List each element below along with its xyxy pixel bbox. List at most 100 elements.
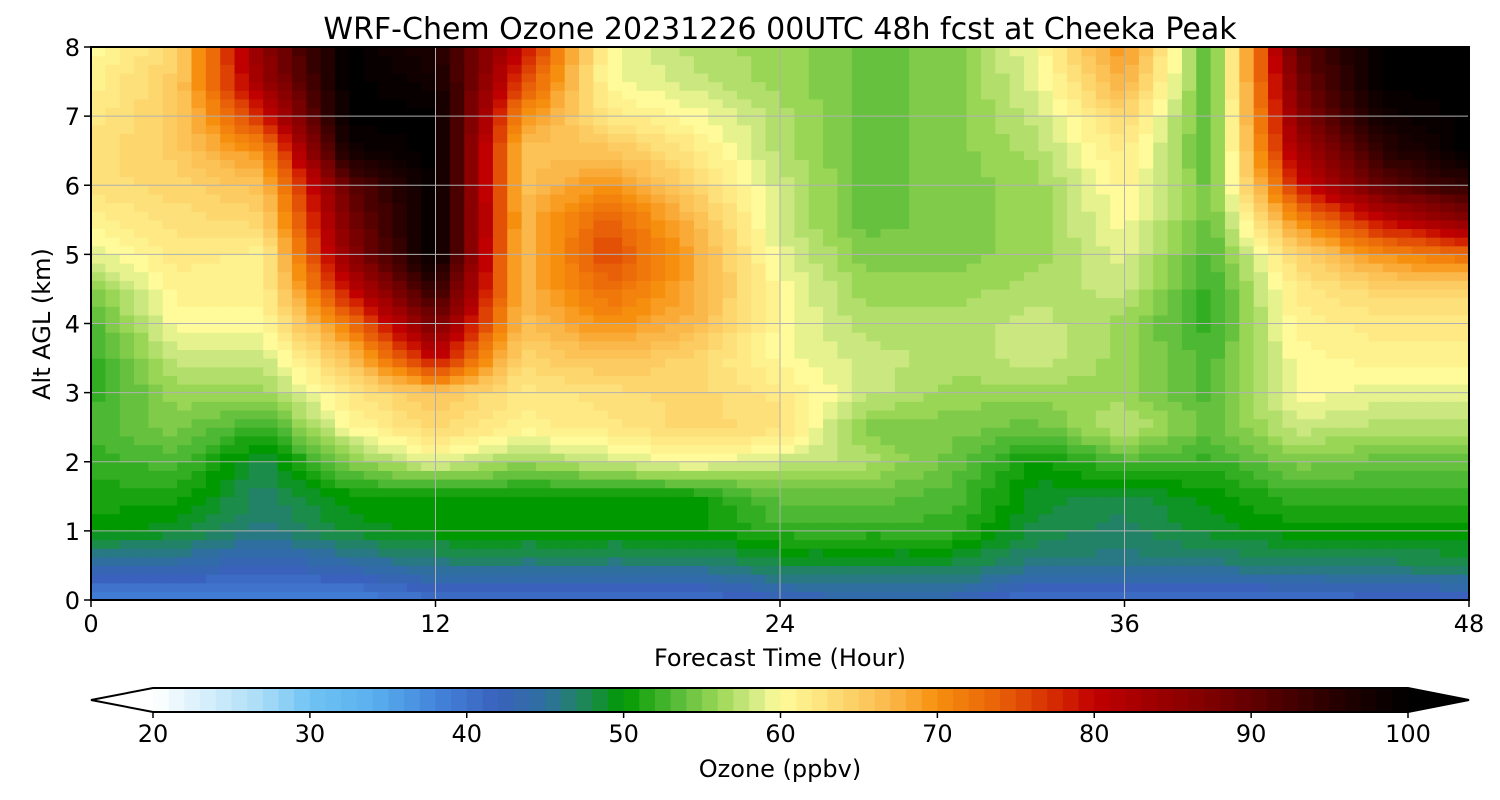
heatmap-cell xyxy=(1052,280,1068,290)
heatmap-cell xyxy=(1210,470,1226,480)
heatmap-cell xyxy=(1239,297,1255,307)
heatmap-cell xyxy=(1282,254,1298,264)
heatmap-cell xyxy=(1440,513,1456,523)
heatmap-cell xyxy=(693,245,709,255)
heatmap-cell xyxy=(1411,582,1427,592)
heatmap-cell xyxy=(406,288,422,299)
heatmap-cell xyxy=(1167,461,1183,471)
heatmap-cell xyxy=(751,470,767,480)
heatmap-cell xyxy=(1397,219,1413,230)
heatmap-cell xyxy=(507,375,523,385)
heatmap-cell xyxy=(1425,332,1441,342)
heatmap-cell xyxy=(937,461,953,471)
heatmap-cell xyxy=(708,263,724,273)
heatmap-cell xyxy=(1110,582,1126,592)
heatmap-cell xyxy=(1067,228,1083,238)
heatmap-cell xyxy=(220,453,236,463)
heatmap-cell xyxy=(1224,409,1240,420)
heatmap-cell xyxy=(679,530,695,541)
heatmap-cell xyxy=(866,513,882,523)
heatmap-cell xyxy=(808,254,824,264)
heatmap-cell xyxy=(1153,167,1169,178)
heatmap-cell xyxy=(980,548,996,558)
heatmap-cell xyxy=(105,427,121,437)
heatmap-cell xyxy=(320,219,336,230)
heatmap-cell xyxy=(478,487,494,497)
heatmap-cell xyxy=(363,263,379,273)
heatmap-cell xyxy=(636,185,652,195)
heatmap-cell xyxy=(1038,530,1054,541)
heatmap-cell xyxy=(693,435,709,446)
heatmap-cell xyxy=(521,263,537,273)
heatmap-cell xyxy=(794,254,810,264)
heatmap-cell xyxy=(708,314,724,325)
heatmap-cell xyxy=(1067,487,1083,497)
heatmap-cell xyxy=(579,323,594,333)
heatmap-cell xyxy=(995,556,1011,567)
heatmap-cell xyxy=(478,349,494,359)
heatmap-cell xyxy=(1167,193,1183,204)
heatmap-cell xyxy=(363,288,379,299)
heatmap-cell xyxy=(1067,245,1083,255)
heatmap-cell xyxy=(478,418,494,428)
heatmap-cell xyxy=(765,358,781,368)
heatmap-cell xyxy=(837,271,853,281)
heatmap-cell xyxy=(980,245,996,255)
heatmap-cell xyxy=(995,453,1011,463)
heatmap-cell xyxy=(1009,591,1025,601)
heatmap-cell xyxy=(880,297,896,307)
heatmap-cell xyxy=(277,556,293,567)
heatmap-cell xyxy=(521,167,537,178)
heatmap-cell xyxy=(851,288,867,299)
heatmap-cell xyxy=(736,280,752,290)
heatmap-cell xyxy=(1368,366,1384,376)
heatmap-cell xyxy=(823,263,839,273)
heatmap-cell xyxy=(593,237,609,247)
heatmap-cell xyxy=(1181,470,1197,480)
heatmap-cell xyxy=(622,245,638,255)
heatmap-cell xyxy=(780,228,795,238)
heatmap-cell xyxy=(191,435,207,446)
heatmap-cell xyxy=(521,306,537,316)
heatmap-cell xyxy=(105,444,121,454)
heatmap-cell xyxy=(464,582,480,592)
heatmap-cell xyxy=(378,496,394,506)
heatmap-cell xyxy=(320,548,336,558)
heatmap-cell xyxy=(880,522,896,532)
heatmap-cell xyxy=(277,383,293,394)
heatmap-cell xyxy=(1210,297,1226,307)
heatmap-cell xyxy=(808,383,824,394)
heatmap-cell xyxy=(521,453,537,463)
heatmap-cell xyxy=(220,461,236,471)
heatmap-cell xyxy=(607,487,623,497)
heatmap-cell xyxy=(162,461,178,471)
heatmap-cell xyxy=(923,271,939,281)
heatmap-cell xyxy=(751,245,767,255)
heatmap-cell xyxy=(205,401,221,411)
heatmap-cell xyxy=(1454,444,1470,454)
heatmap-cell xyxy=(980,513,996,523)
heatmap-cell xyxy=(335,366,350,376)
heatmap-cell xyxy=(248,202,264,212)
heatmap-cell xyxy=(1038,176,1054,186)
heatmap-cell xyxy=(564,435,580,446)
heatmap-cell xyxy=(665,470,681,480)
heatmap-cell xyxy=(1110,504,1126,515)
heatmap-cell xyxy=(1440,383,1456,394)
heatmap-cell xyxy=(464,340,480,351)
heatmap-cell xyxy=(923,513,939,523)
heatmap-cell xyxy=(220,176,236,186)
heatmap-cell xyxy=(722,565,738,575)
heatmap-cell xyxy=(564,565,580,575)
heatmap-cell xyxy=(1052,582,1068,592)
heatmap-cell xyxy=(392,409,408,420)
heatmap-cell xyxy=(851,349,867,359)
heatmap-cell xyxy=(794,237,810,247)
heatmap-cell xyxy=(579,504,594,515)
heatmap-cell xyxy=(823,176,839,186)
heatmap-cell xyxy=(1095,193,1111,204)
heatmap-cell xyxy=(306,150,322,160)
heatmap-cell xyxy=(1311,591,1327,601)
heatmap-cell xyxy=(952,167,968,178)
heatmap-cell xyxy=(478,323,494,333)
